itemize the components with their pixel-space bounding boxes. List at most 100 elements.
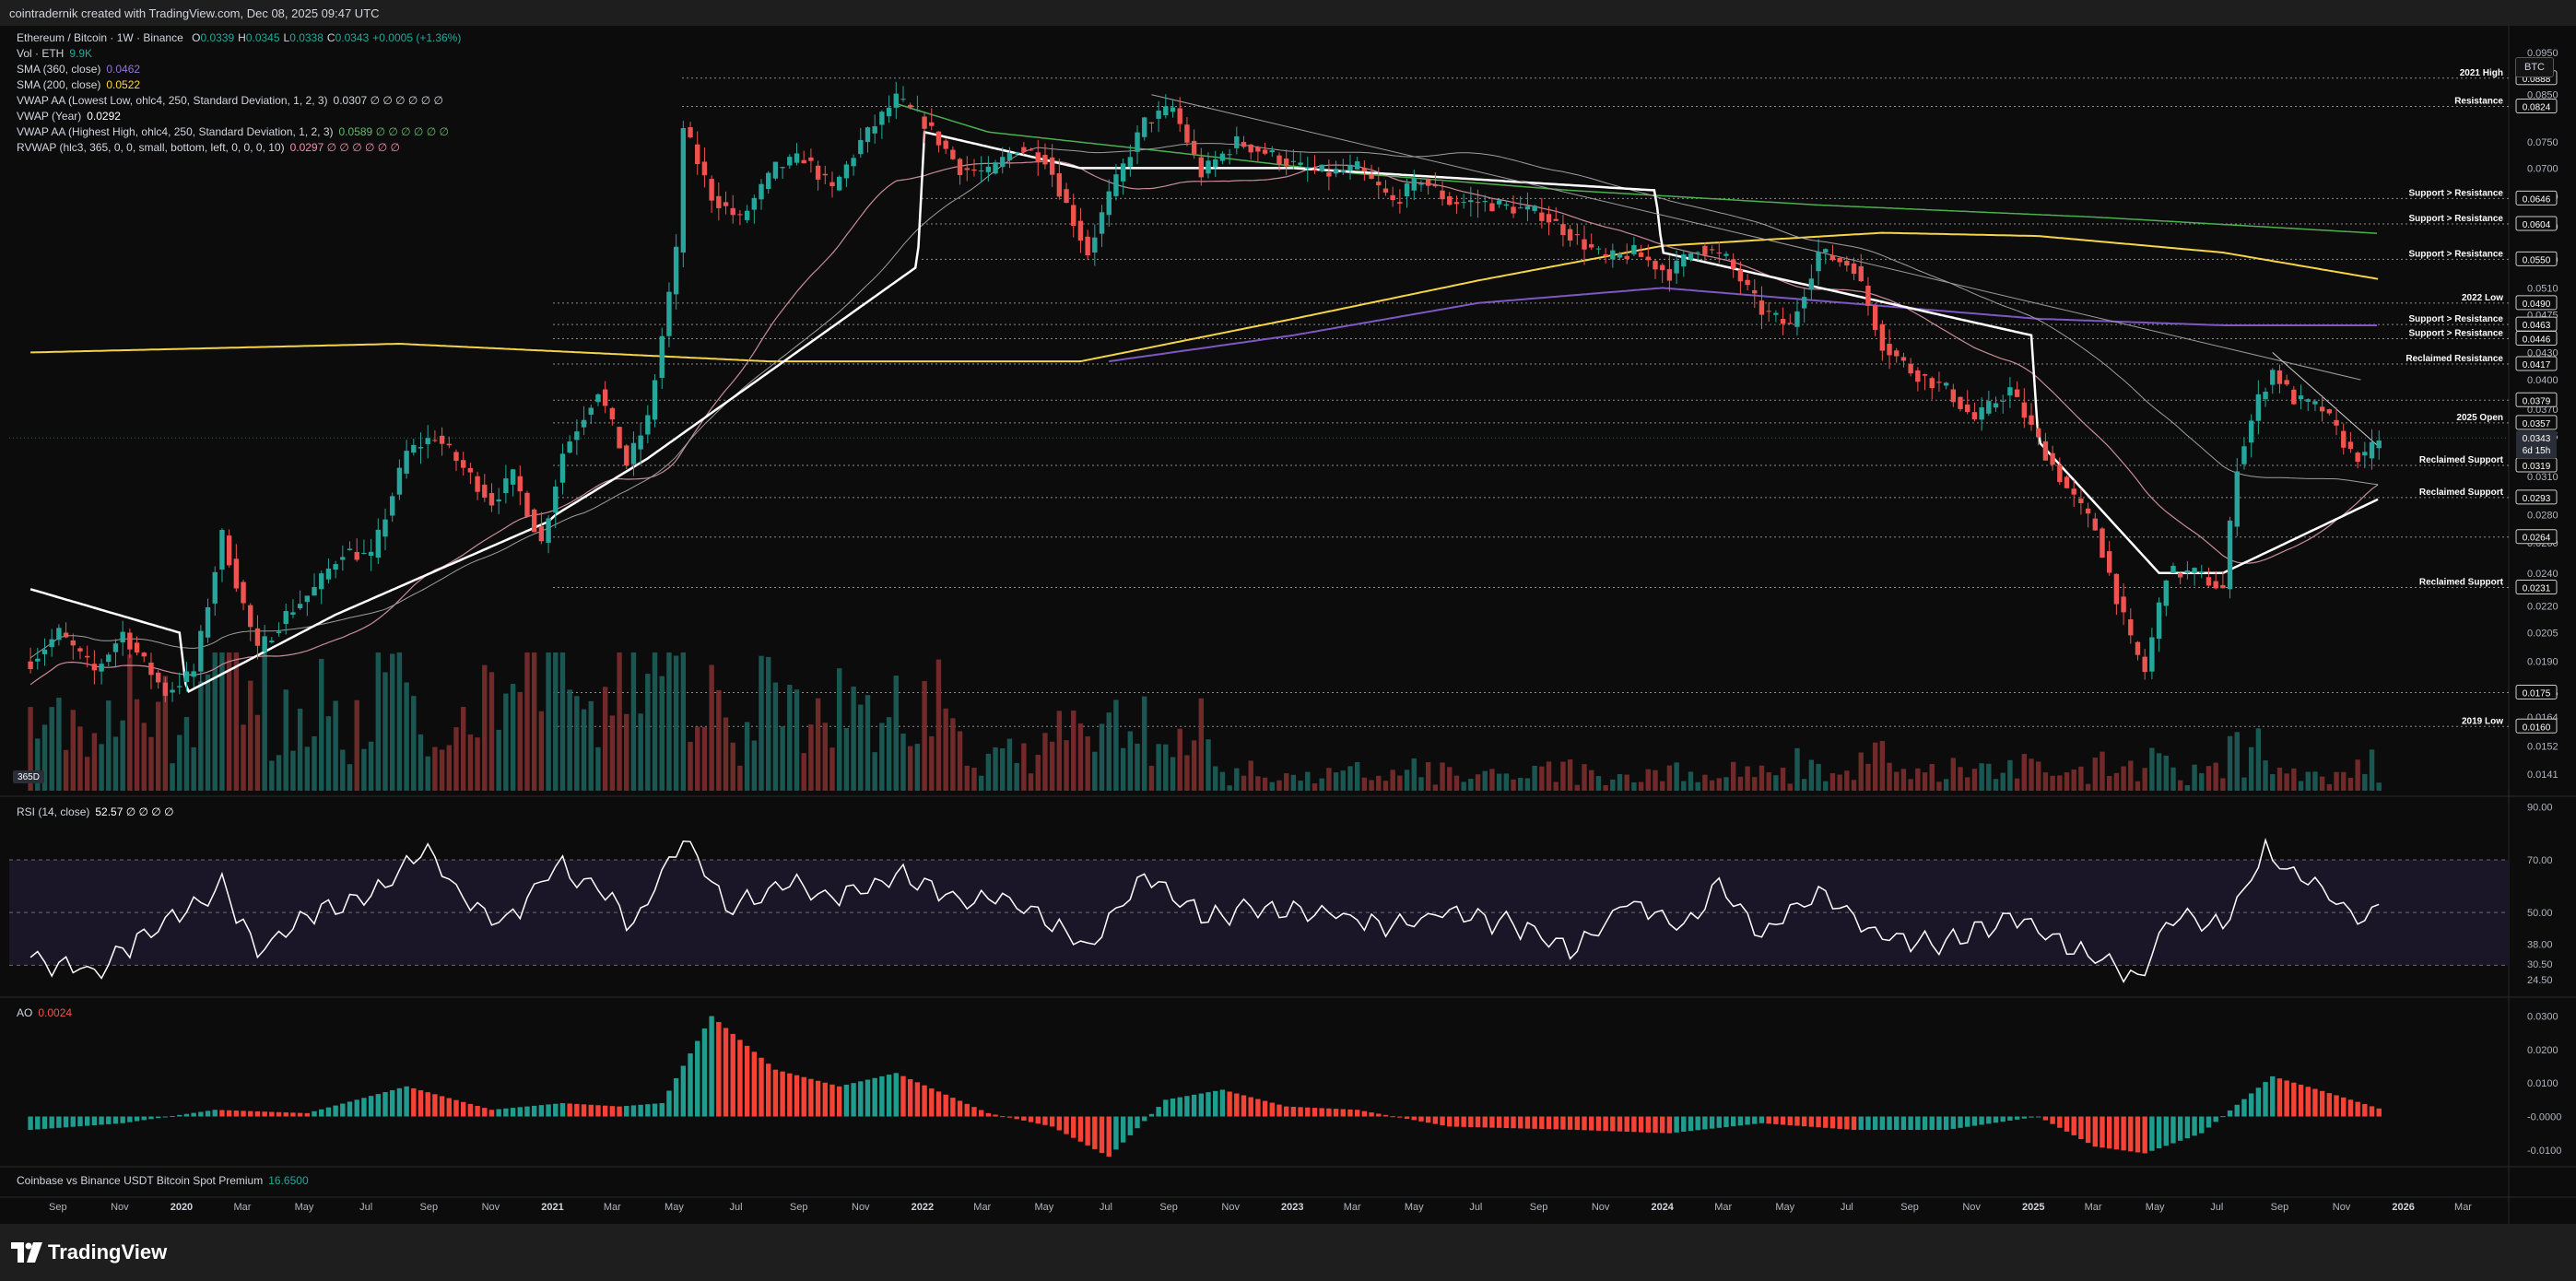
ao-legend[interactable]: AO 0.0024 [17, 1006, 72, 1019]
ao-bar [1752, 1116, 1758, 1124]
level-tag-label: 0.0160 [2523, 723, 2551, 733]
ao-bar [276, 1111, 282, 1117]
candle-body [1539, 212, 1545, 221]
volume-bar [148, 736, 154, 791]
volume-bar [843, 727, 850, 791]
legend-line-row[interactable]: SMA (200, close) 0.0522 [17, 78, 140, 91]
ohlc-h: 0.0345 [245, 31, 280, 44]
level-tag-label: 0.0490 [2523, 300, 2551, 310]
volume-bar [1049, 741, 1055, 791]
legend-line-row[interactable]: VWAP (Year) 0.0292 [17, 110, 121, 123]
ao-bar [1333, 1109, 1339, 1117]
candle-body [822, 173, 828, 176]
candle-body [183, 671, 190, 683]
rsi-legend[interactable]: RSI (14, close) 52.57 ∅ ∅ ∅ ∅ [17, 805, 174, 818]
ao-bar [617, 1106, 622, 1117]
volume-bar [70, 710, 76, 791]
volume-bar [2170, 767, 2176, 791]
ao-bar [971, 1107, 977, 1117]
ao-bar [1305, 1107, 1311, 1117]
rsi-tick-label: 38.00 [2527, 940, 2553, 951]
ao-bar [858, 1081, 864, 1117]
volume-bar [91, 733, 98, 791]
level-label: Reclaimed Support [2419, 578, 2504, 588]
level-tag-box [2515, 251, 2558, 266]
premium-legend[interactable]: Coinbase vs Binance USDT Bitcoin Spot Pr… [17, 1174, 309, 1187]
candle-body [744, 210, 750, 220]
ao-bar [347, 1101, 353, 1117]
ao-bar [574, 1103, 580, 1117]
candle-body [1376, 182, 1382, 186]
ao-bar [1049, 1116, 1055, 1127]
date-tick-label: Sep [49, 1202, 67, 1213]
ao-bar [1829, 1116, 1836, 1129]
ao-bar [1206, 1092, 1211, 1117]
candle-body [837, 176, 842, 191]
currency-button[interactable]: BTC [2515, 57, 2554, 77]
legend-line-row[interactable]: Vol · ETH 9.9K [17, 47, 92, 60]
candle-body [1887, 344, 1892, 356]
price-tick-label: 0.0152 [2527, 741, 2558, 752]
ao-bar [1064, 1116, 1069, 1134]
volume-bar [241, 724, 246, 791]
volume-bar [1191, 740, 1197, 791]
level-tag-label: 0.0446 [2523, 335, 2551, 345]
volume-bar [1958, 767, 1963, 791]
volume-bar [1028, 773, 1034, 791]
chart-stage[interactable]: 0.09500.08500.07500.07000.06500.06000.05… [0, 26, 2576, 1224]
ao-bar [2241, 1099, 2247, 1117]
rvwap-line [29, 160, 2379, 686]
volume-bar [531, 652, 537, 791]
candle-body [1624, 255, 1629, 260]
candle-body [1035, 152, 1041, 163]
volume-bar [1716, 778, 1722, 791]
candle-body [248, 605, 253, 628]
candle-body [630, 442, 637, 464]
volume-bar [1879, 740, 1886, 791]
candle-body [2149, 637, 2155, 672]
ao-bar [2305, 1087, 2311, 1117]
volume-bar [503, 693, 509, 791]
legend-line-label: VWAP AA (Lowest Low, ohlc4, 250, Standar… [17, 94, 328, 107]
candle-body [2121, 596, 2126, 613]
volume-bar [971, 768, 977, 791]
ao-bar [1347, 1109, 1353, 1117]
price-tick-label: 0.0750 [2527, 137, 2558, 148]
ao-bar [2213, 1116, 2218, 1122]
ao-bar [1269, 1102, 1275, 1117]
candle-body [2284, 380, 2289, 385]
ao-bar [780, 1071, 785, 1117]
legend-line-row[interactable]: VWAP AA (Highest High, ohlc4, 250, Stand… [17, 125, 449, 138]
candle-body [1064, 189, 1069, 204]
legend-line-row[interactable]: SMA (360, close) 0.0462 [17, 63, 140, 76]
candle-body [1879, 323, 1886, 351]
candle-body [673, 246, 679, 295]
ao-bar [396, 1087, 403, 1117]
candle-body [2085, 508, 2091, 514]
candle-body [957, 159, 963, 175]
volume-bar [1397, 775, 1403, 791]
volume-bar [418, 734, 424, 791]
legend-line-row[interactable]: RVWAP (hlc3, 365, 0, 0, small, bottom, l… [17, 141, 400, 154]
candle-body [1106, 191, 1112, 216]
ao-bar [1979, 1116, 1984, 1125]
volume-bar [872, 752, 877, 791]
rsi-tick-label: 70.00 [2527, 855, 2553, 866]
ao-bar [1092, 1116, 1098, 1149]
candle-body [2205, 577, 2212, 586]
date-tick-label: Jul [359, 1202, 372, 1213]
ao-bar [56, 1116, 62, 1128]
volume-bar [297, 708, 303, 791]
tradingview-logo[interactable]: TradingView [11, 1240, 167, 1264]
candle-body [730, 207, 735, 216]
candle-body [907, 104, 913, 108]
chart-svg[interactable]: 0.09500.08500.07500.07000.06500.06000.05… [0, 26, 2576, 1224]
candle-body [2248, 420, 2254, 443]
volume-bar [801, 753, 806, 791]
legend-line-row[interactable]: VWAP AA (Lowest Low, ohlc4, 250, Standar… [17, 94, 443, 107]
ao-bar [2184, 1116, 2191, 1139]
candle-body [70, 640, 76, 646]
candle-body [829, 182, 835, 187]
level-tag-label: 0.0379 [2523, 396, 2551, 406]
ao-bar [1432, 1116, 1439, 1124]
